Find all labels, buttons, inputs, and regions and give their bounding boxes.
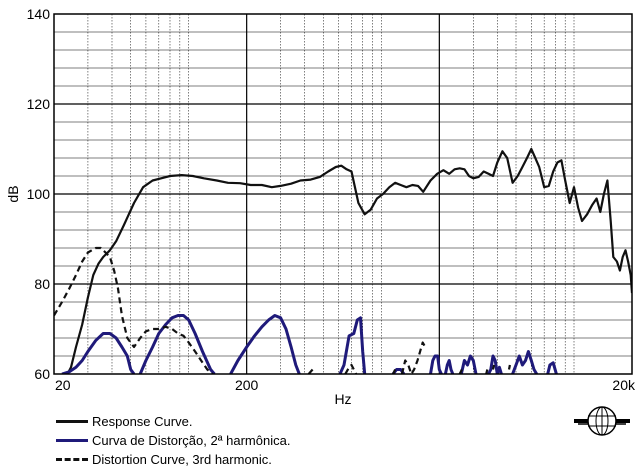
- legend-swatch-response: [56, 420, 88, 423]
- series-line-2: [491, 364, 496, 370]
- series-line-2: [507, 364, 511, 370]
- x-tick-label: 20: [55, 377, 71, 393]
- legend-swatch-2nd-harmonic: [56, 439, 88, 442]
- series-line-1: [138, 314, 216, 374]
- series-line-2: [400, 341, 427, 374]
- series-line-1: [338, 316, 367, 374]
- x-axis-label: Hz: [334, 391, 351, 407]
- y-tick-label: 100: [27, 186, 51, 202]
- plot-frame: [53, 13, 633, 375]
- y-tick-label: 80: [34, 276, 50, 292]
- series-line-1: [511, 350, 538, 374]
- legend-label-2nd-harmonic: Curva de Distorção, 2ª harmônica.: [92, 433, 291, 448]
- series-line-2: [344, 363, 358, 374]
- legend-label-response: Response Curve.: [92, 414, 193, 429]
- x-tick-label: 200: [235, 377, 259, 393]
- series-line-1: [429, 354, 443, 374]
- series-line-1: [229, 314, 301, 374]
- series-line-1: [61, 332, 136, 374]
- chart-ticks: 60 80 100 120 140 20 200 20k: [27, 6, 636, 393]
- legend-item-response: Response Curve.: [56, 412, 290, 431]
- series-line-1: [443, 359, 455, 374]
- legend-label-3rd-harmonic: Distortion Curve, 3rd harmonic.: [92, 452, 272, 467]
- globe-logo-icon: [574, 406, 630, 436]
- y-tick-label: 60: [34, 366, 50, 382]
- chart-series: [54, 147, 632, 374]
- series-line-1: [487, 354, 503, 374]
- series-line-0: [66, 147, 632, 374]
- chart-legend: Response Curve. Curva de Distorção, 2ª h…: [56, 412, 290, 469]
- chart-grid: [54, 14, 632, 374]
- series-line-1: [546, 361, 558, 374]
- series-line-1: [459, 354, 478, 374]
- y-tick-label: 120: [27, 96, 51, 112]
- legend-item-3rd-harmonic: Distortion Curve, 3rd harmonic.: [56, 450, 290, 469]
- legend-item-2nd-harmonic: Curva de Distorção, 2ª harmônica.: [56, 431, 290, 450]
- y-axis-label: dB: [5, 185, 21, 202]
- y-tick-label: 140: [27, 6, 51, 22]
- legend-swatch-3rd-harmonic: [56, 458, 88, 461]
- x-tick-label: 20k: [612, 377, 636, 393]
